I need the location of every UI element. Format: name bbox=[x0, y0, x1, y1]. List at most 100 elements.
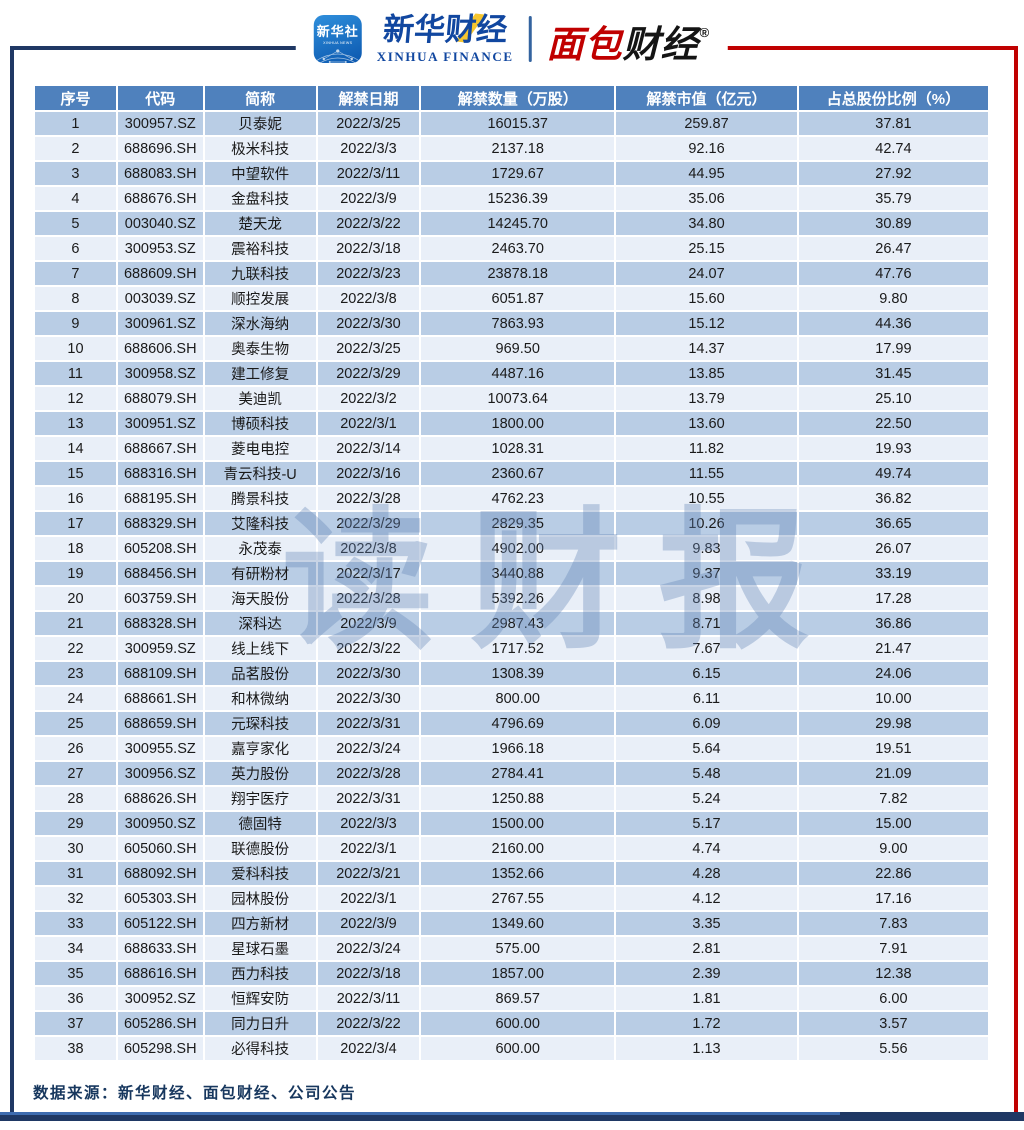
table-cell: 2022/3/9 bbox=[317, 612, 420, 635]
table-cell: 7.67 bbox=[616, 637, 797, 660]
table-cell: 37.81 bbox=[798, 112, 988, 135]
table-cell: 6051.87 bbox=[421, 287, 615, 310]
table-cell: 688696.SH bbox=[117, 137, 203, 160]
table-cell: 楚天龙 bbox=[204, 212, 316, 235]
table-cell: 3.35 bbox=[616, 912, 797, 935]
table-cell: 爱科科技 bbox=[204, 862, 316, 885]
table-cell: 688676.SH bbox=[117, 187, 203, 210]
table-cell: 2022/3/24 bbox=[317, 937, 420, 960]
table-row: 1 300957.SZ 贝泰妮 2022/3/25 16015.37 259.87 37.8… bbox=[35, 112, 988, 135]
table-cell: 31 bbox=[35, 862, 116, 885]
table-cell: 2022/3/18 bbox=[317, 237, 420, 260]
table-cell: 必得科技 bbox=[204, 1037, 316, 1060]
table-row: 8 003039.SZ 顺控发展 2022/3/8 6051.87 15.60 9.80 bbox=[35, 287, 988, 310]
table-cell: 10 bbox=[35, 337, 116, 360]
table-row: 30 605060.SH 联德股份 2022/3/1 2160.00 4.74 9.00 bbox=[35, 837, 988, 860]
table-cell: 7.82 bbox=[798, 787, 988, 810]
table-cell: 6.11 bbox=[616, 687, 797, 710]
table-cell: 2022/3/31 bbox=[317, 712, 420, 735]
table-cell: 2022/3/28 bbox=[317, 762, 420, 785]
table-cell: 7.83 bbox=[798, 912, 988, 935]
column-header: 解禁数量（万股） bbox=[421, 86, 615, 110]
table-row: 32 605303.SH 园林股份 2022/3/1 2767.55 4.12 17.16 bbox=[35, 887, 988, 910]
table-cell: 34 bbox=[35, 937, 116, 960]
table-cell: 8 bbox=[35, 287, 116, 310]
table-cell: 5.64 bbox=[616, 737, 797, 760]
table-cell: 有研粉材 bbox=[204, 562, 316, 585]
table-cell: 和林微纳 bbox=[204, 687, 316, 710]
table-cell: 元琛科技 bbox=[204, 712, 316, 735]
table-cell: 9 bbox=[35, 312, 116, 335]
table-cell: 688609.SH bbox=[117, 262, 203, 285]
table-cell: 17.16 bbox=[798, 887, 988, 910]
table-cell: 19.51 bbox=[798, 737, 988, 760]
table-cell: 28 bbox=[35, 787, 116, 810]
table-row: 15 688316.SH 青云科技-U 2022/3/16 2360.67 11.55 49… bbox=[35, 462, 988, 485]
table-row: 20 603759.SH 海天股份 2022/3/28 5392.26 8.98 17.28 bbox=[35, 587, 988, 610]
table-cell: 13.79 bbox=[616, 387, 797, 410]
table-cell: 2022/3/1 bbox=[317, 887, 420, 910]
table-cell: 300950.SZ bbox=[117, 812, 203, 835]
column-header: 解禁日期 bbox=[317, 86, 420, 110]
table-cell: 10.26 bbox=[616, 512, 797, 535]
table-cell: 3 bbox=[35, 162, 116, 185]
table-cell: 15.12 bbox=[616, 312, 797, 335]
table-cell: 688667.SH bbox=[117, 437, 203, 460]
table-cell: 2022/3/29 bbox=[317, 512, 420, 535]
table-cell: 22.86 bbox=[798, 862, 988, 885]
table-cell: 300958.SZ bbox=[117, 362, 203, 385]
header-logos: 新华社 XINHUA NEWS 新华财经 XINHUA FINANCE 面包财经… bbox=[295, 4, 729, 74]
table-cell: 震裕科技 bbox=[204, 237, 316, 260]
table-cell: 2022/3/4 bbox=[317, 1037, 420, 1060]
table-cell: 35.06 bbox=[616, 187, 797, 210]
table-row: 14 688667.SH 菱电电控 2022/3/14 1028.31 11.82 19.9… bbox=[35, 437, 988, 460]
table-cell: 300961.SZ bbox=[117, 312, 203, 335]
table-cell: 5.48 bbox=[616, 762, 797, 785]
table-cell: 688329.SH bbox=[117, 512, 203, 535]
column-header: 代码 bbox=[117, 86, 203, 110]
table-cell: 建工修复 bbox=[204, 362, 316, 385]
table-cell: 1800.00 bbox=[421, 412, 615, 435]
table-row: 28 688626.SH 翔宇医疗 2022/3/31 1250.88 5.24 7.82 bbox=[35, 787, 988, 810]
table-cell: 九联科技 bbox=[204, 262, 316, 285]
table-row: 29 300950.SZ 德固特 2022/3/3 1500.00 5.17 15.00 bbox=[35, 812, 988, 835]
table-row: 4 688676.SH 金盘科技 2022/3/9 15236.39 35.06 35.79 bbox=[35, 187, 988, 210]
table-row: 23 688109.SH 品茗股份 2022/3/30 1308.39 6.15 24.06 bbox=[35, 662, 988, 685]
table-body: 1 300957.SZ 贝泰妮 2022/3/25 16015.37 259.87 37.8… bbox=[35, 112, 988, 1060]
table-cell: 16 bbox=[35, 487, 116, 510]
table-cell: 美迪凯 bbox=[204, 387, 316, 410]
table-cell: 22.50 bbox=[798, 412, 988, 435]
table-cell: 19.93 bbox=[798, 437, 988, 460]
table-cell: 1729.67 bbox=[421, 162, 615, 185]
table-cell: 2022/3/11 bbox=[317, 987, 420, 1010]
table-cell: 1308.39 bbox=[421, 662, 615, 685]
table-cell: 869.57 bbox=[421, 987, 615, 1010]
table-cell: 1352.66 bbox=[421, 862, 615, 885]
table-cell: 688633.SH bbox=[117, 937, 203, 960]
table-cell: 37 bbox=[35, 1012, 116, 1035]
table-cell: 44.36 bbox=[798, 312, 988, 335]
table-row: 11 300958.SZ 建工修复 2022/3/29 4487.16 13.85 31.4… bbox=[35, 362, 988, 385]
table-cell: 2022/3/1 bbox=[317, 837, 420, 860]
table-cell: 688661.SH bbox=[117, 687, 203, 710]
table-cell: 9.00 bbox=[798, 837, 988, 860]
table-row: 9 300961.SZ 深水海纳 2022/3/30 7863.93 15.12 44.36 bbox=[35, 312, 988, 335]
table-cell: 603759.SH bbox=[117, 587, 203, 610]
table-cell: 金盘科技 bbox=[204, 187, 316, 210]
table-cell: 6.15 bbox=[616, 662, 797, 685]
table-cell: 31.45 bbox=[798, 362, 988, 385]
table-cell: 2022/3/23 bbox=[317, 262, 420, 285]
table-cell: 博硕科技 bbox=[204, 412, 316, 435]
table-cell: 同力日升 bbox=[204, 1012, 316, 1035]
table-cell: 永茂泰 bbox=[204, 537, 316, 560]
table-cell: 1500.00 bbox=[421, 812, 615, 835]
table-cell: 10.55 bbox=[616, 487, 797, 510]
table-cell: 20 bbox=[35, 587, 116, 610]
table-cell: 36.82 bbox=[798, 487, 988, 510]
table-cell: 33 bbox=[35, 912, 116, 935]
table-cell: 800.00 bbox=[421, 687, 615, 710]
table-cell: 14.37 bbox=[616, 337, 797, 360]
table-cell: 8.71 bbox=[616, 612, 797, 635]
table-cell: 30 bbox=[35, 837, 116, 860]
table-cell: 2022/3/8 bbox=[317, 537, 420, 560]
